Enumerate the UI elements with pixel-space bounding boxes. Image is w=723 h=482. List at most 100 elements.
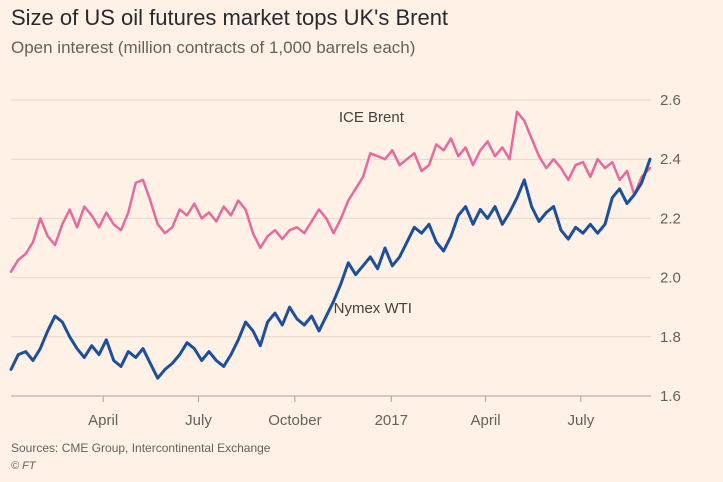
data-point-ice-brent [311,220,313,222]
data-point-ice-brent [589,176,591,178]
data-point-nymex-wti [384,247,386,249]
data-point-nymex-wti [516,197,518,199]
data-point-ice-brent [252,232,254,234]
data-point-nymex-wti [98,354,100,356]
data-point-nymex-wti [369,256,371,258]
data-point-nymex-wti [325,315,327,317]
data-point-nymex-wti [186,342,188,344]
data-point-ice-brent [384,158,386,160]
y-axis: 1.6 1.8 2.0 2.2 2.4 2.6 [660,92,681,405]
data-point-ice-brent [362,176,364,178]
y-tick-label: 2.4 [660,151,681,168]
data-point-ice-brent [523,120,525,122]
data-point-nymex-wti [428,223,430,225]
series-labels: ICE Brent Nymex WTI [334,109,412,317]
data-point-ice-brent [105,211,107,214]
data-point-ice-brent [582,161,584,163]
data-point-ice-brent [355,188,357,190]
data-point-ice-brent [223,206,225,208]
data-point-nymex-wti [69,336,71,338]
series-nymex-wti [9,157,652,380]
data-point-ice-brent [10,271,12,273]
data-point-nymex-wti [135,356,137,359]
data-point-ice-brent [32,241,34,243]
data-point-nymex-wti [589,223,591,225]
data-point-ice-brent [457,155,459,157]
data-point-nymex-wti [303,324,305,326]
data-point-ice-brent [626,170,628,172]
data-point-ice-brent [267,235,269,237]
x-tick-label: April [471,412,501,429]
data-point-nymex-wti [377,268,379,270]
data-point-ice-brent [641,176,643,178]
data-point-ice-brent [127,211,129,214]
data-point-nymex-wti [318,330,320,332]
data-point-ice-brent [413,152,415,154]
data-point-nymex-wti [626,203,628,205]
source-note: Sources: CME Group, Intercontinental Exc… [11,441,271,455]
data-point-nymex-wti [531,206,533,208]
data-point-nymex-wti [421,232,423,234]
series-label-nymex-wti: Nymex WTI [334,300,412,317]
data-point-ice-brent [538,155,540,157]
data-point-ice-brent [479,149,481,151]
data-point-nymex-wti [633,194,635,196]
data-point-nymex-wti [567,238,569,240]
data-point-nymex-wti [391,265,393,267]
data-point-nymex-wti [487,217,489,219]
data-point-ice-brent [553,158,555,160]
data-point-ice-brent [296,226,298,228]
data-point-nymex-wti [399,256,401,258]
data-point-nymex-wti [479,208,481,211]
data-point-ice-brent [443,149,445,151]
data-point-nymex-wti [597,232,599,234]
data-point-nymex-wti [553,206,555,208]
data-point-nymex-wti [113,359,115,362]
data-point-nymex-wti [47,330,49,332]
data-point-nymex-wti [281,324,283,326]
data-point-nymex-wti [25,351,27,353]
series-label-ice-brent: ICE Brent [339,109,405,126]
data-point-nymex-wti [142,348,144,350]
data-point-ice-brent [303,232,305,234]
data-point-nymex-wti [127,351,129,353]
data-point-nymex-wti [164,368,166,370]
data-point-ice-brent [560,167,562,169]
data-point-ice-brent [472,164,474,166]
data-point-nymex-wti [560,229,562,231]
data-point-nymex-wti [649,158,651,160]
data-point-ice-brent [340,217,342,219]
data-point-nymex-wti [450,235,452,237]
data-point-nymex-wti [575,226,577,228]
data-point-nymex-wti [641,182,643,184]
data-point-nymex-wti [406,241,408,243]
data-point-nymex-wti [91,345,93,347]
data-point-nymex-wti [274,312,276,314]
data-point-ice-brent [406,158,408,160]
data-point-ice-brent [193,203,195,205]
data-point-ice-brent [369,152,371,154]
data-point-nymex-wti [347,262,349,264]
data-point-ice-brent [531,137,533,140]
data-point-nymex-wti [157,377,159,379]
data-point-ice-brent [245,208,247,211]
data-point-nymex-wti [611,197,613,199]
data-point-nymex-wti [259,345,261,347]
data-point-nymex-wti [237,339,239,341]
data-point-ice-brent [179,208,181,211]
y-tick-label: 2.2 [660,210,681,227]
data-point-nymex-wti [76,348,78,350]
series-lines [9,110,652,380]
data-point-ice-brent [567,179,569,181]
data-point-nymex-wti [355,274,357,276]
series-line-nymex-wti [9,157,652,380]
data-point-ice-brent [259,247,261,249]
data-point-ice-brent [98,226,100,228]
x-tick-label: April [88,412,118,429]
data-point-ice-brent [47,235,49,237]
data-point-ice-brent [113,223,115,225]
y-tick-label: 2.6 [660,92,681,109]
data-point-nymex-wti [10,368,12,370]
x-tick-label: October [268,412,321,429]
data-point-ice-brent [39,217,41,219]
